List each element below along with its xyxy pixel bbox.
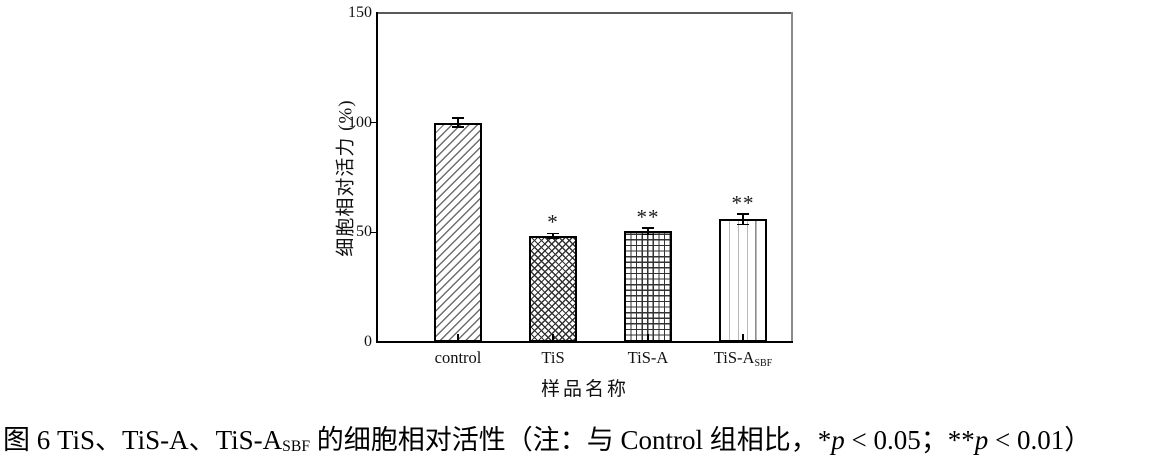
x-tick-mark: [742, 334, 744, 342]
y-tick-label: 0: [364, 333, 372, 350]
y-axis-title: 细胞相对活力 (%): [335, 99, 357, 257]
x-axis-line: [376, 341, 793, 343]
caption-segment: **: [947, 425, 975, 455]
x-tick-mark: [457, 334, 459, 342]
error-bar: [647, 227, 649, 235]
error-bar-cap-bottom: [737, 223, 749, 226]
caption-segment: p: [831, 425, 845, 455]
error-bar: [742, 213, 744, 225]
bar-TiS-A: [624, 231, 672, 342]
plot-area: * ** **: [378, 13, 792, 342]
caption-segment: 的细胞相对活性（注：与 Control 组相比，: [310, 425, 818, 455]
x-axis-title: 样品名称: [540, 379, 629, 400]
x-tick-label: control: [411, 348, 505, 368]
y-tick-label: 150: [348, 4, 372, 21]
y-tick-mark: [370, 231, 376, 234]
x-tick-label-text: TiS-A: [627, 348, 669, 367]
x-tick-label: TiS-A: [601, 348, 695, 368]
error-bar-cap-top: [452, 117, 464, 120]
x-tick-label: TiS: [506, 348, 600, 368]
x-tick-mark: [647, 334, 649, 342]
y-tick-label: 50: [356, 223, 372, 241]
x-tick-label-text: control: [434, 348, 482, 367]
y-axis-ticks: 0 50 100 150: [0, 0, 376, 400]
significance-marker: **: [636, 204, 660, 229]
y-axis-line: [376, 12, 378, 343]
plot-frame-right: [791, 12, 793, 343]
x-tick-label-text: TiS: [541, 348, 565, 367]
bar-TiS-A_SBF: [719, 219, 767, 342]
x-tick-labels: control TiS TiS-A TiS-ASBF: [378, 348, 792, 372]
error-bar: [457, 118, 459, 128]
error-bar-cap-bottom: [547, 236, 559, 239]
figure-caption: 图 6 TiS、TiS-A、TiS-ASBF 的细胞相对活性（注：与 Contr…: [3, 423, 1146, 464]
x-tick-label-subscript: SBF: [754, 357, 773, 369]
x-tick-label: TiS-ASBF: [696, 348, 790, 374]
x-tick-mark: [552, 334, 554, 342]
caption-segment: p: [974, 425, 989, 455]
error-bar-cap-bottom: [642, 233, 654, 236]
caption-segment: 图 6 TiS、TiS-A、TiS-A: [3, 425, 283, 455]
error-bar-cap-top: [547, 232, 559, 235]
caption-segment: < 0.05；: [844, 425, 948, 455]
significance-marker: **: [731, 190, 755, 215]
error-bar: [552, 233, 554, 238]
y-tick-label: 100: [348, 113, 372, 131]
caption-segment: SBF: [282, 437, 311, 455]
error-bar-cap-bottom: [452, 126, 464, 128]
plot-frame-top: [376, 12, 793, 14]
x-tick-label-text: TiS-A: [713, 348, 755, 367]
bar-control: [434, 122, 482, 342]
bar-TiS: [529, 235, 577, 342]
significance-marker: *: [547, 210, 559, 235]
caption-segment: *: [817, 425, 832, 455]
y-tick-mark: [370, 121, 376, 124]
caption-segment: < 0.01）: [988, 425, 1092, 455]
error-bar-cap-top: [642, 227, 654, 229]
error-bar-cap-top: [737, 212, 749, 215]
